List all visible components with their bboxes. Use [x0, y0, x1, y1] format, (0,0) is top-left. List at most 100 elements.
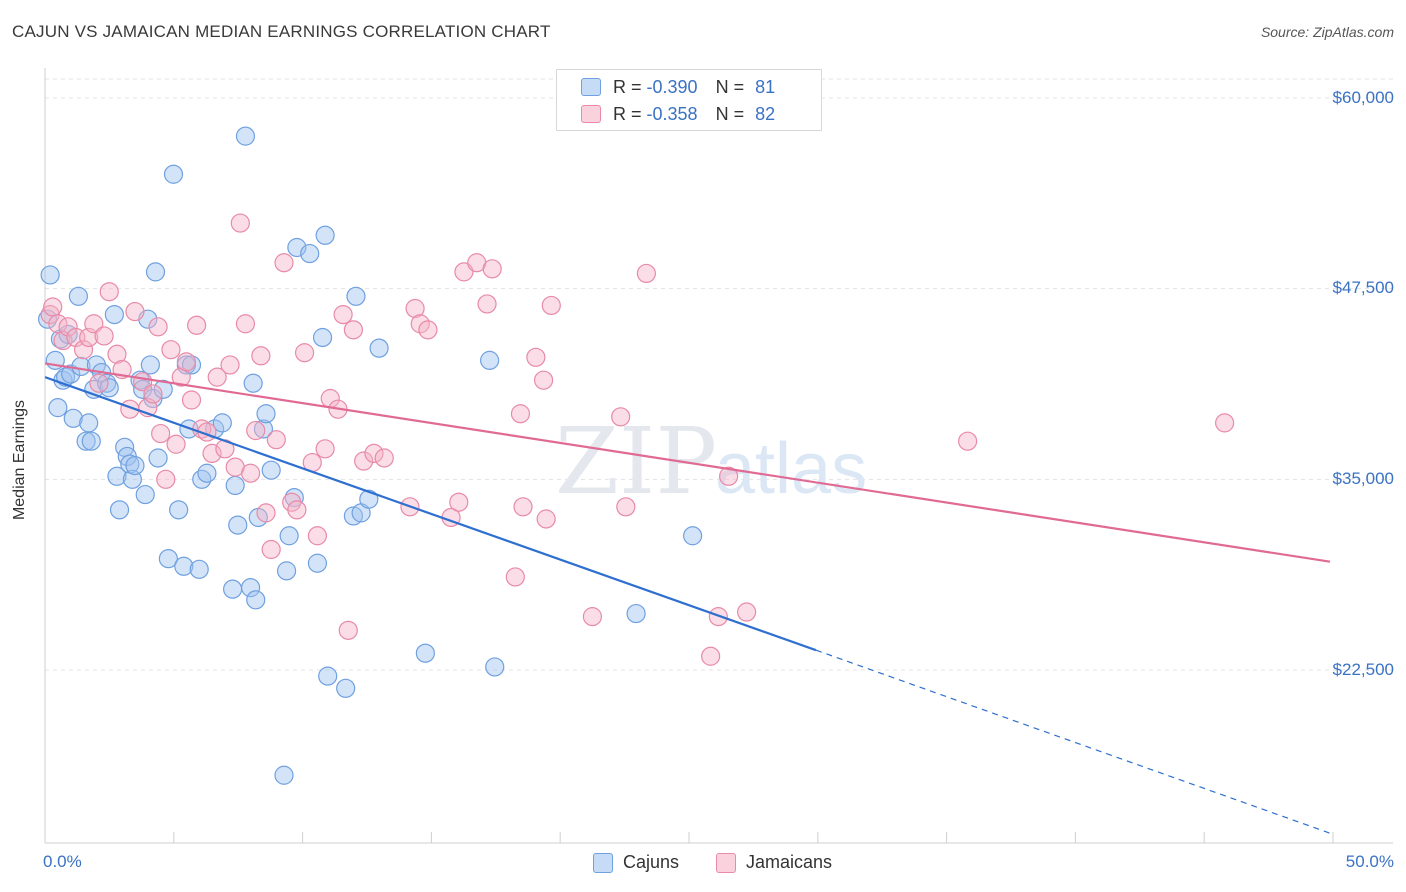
- legend-swatch-jamaicans: [581, 105, 601, 123]
- cajun-point: [235, 126, 256, 146]
- jamaican-point: [246, 420, 266, 441]
- legend-n-value: 82: [755, 103, 776, 124]
- jamaican-point: [418, 320, 438, 340]
- jamaican-point: [166, 434, 186, 454]
- cajun-point: [109, 500, 130, 520]
- cajun-point: [256, 404, 276, 424]
- jamaican-point: [533, 370, 554, 390]
- jamaican-point: [274, 253, 294, 273]
- legend-r-label: R =: [613, 76, 647, 97]
- jamaican-point: [338, 620, 358, 640]
- cajun-point: [223, 579, 243, 599]
- x-tick-label-min: 0.0%: [43, 852, 82, 871]
- cajun-point: [485, 657, 505, 677]
- cajun-point: [315, 225, 335, 245]
- jamaican-point: [526, 347, 546, 367]
- jamaican-point: [374, 448, 394, 468]
- jamaican-point: [220, 355, 240, 375]
- series-legend-cajuns[interactable]: Cajuns: [593, 852, 679, 873]
- jamaican-point: [737, 602, 757, 622]
- jamaican-point: [958, 431, 978, 451]
- jamaican-point: [266, 430, 286, 450]
- jamaican-point: [207, 367, 227, 387]
- legend-r-value: -0.390: [646, 76, 698, 97]
- cajun-point: [104, 304, 124, 325]
- jamaican-point: [125, 301, 145, 322]
- cajun-point: [276, 561, 297, 581]
- cajun-point: [55, 367, 76, 387]
- jamaican-point: [307, 526, 328, 546]
- jamaican-point: [343, 320, 363, 340]
- jamaican-point: [1215, 413, 1235, 433]
- legend-n-value: 81: [755, 76, 776, 97]
- y-tick-label: $60,000: [1332, 88, 1394, 107]
- cajun-trend-line-extension: [815, 649, 1331, 834]
- series-label-jamaicans: Jamaicans: [746, 852, 833, 872]
- jamaican-point: [333, 304, 353, 325]
- cajun-point: [683, 526, 703, 546]
- jamaican-point: [107, 344, 127, 364]
- cajun-point: [415, 643, 435, 663]
- jamaican-point: [536, 509, 556, 529]
- jamaican-point: [261, 539, 281, 560]
- jamaican-point: [582, 607, 603, 627]
- jamaican-point: [202, 443, 222, 464]
- series-label-cajuns: Cajuns: [623, 852, 680, 872]
- cajun-point: [79, 413, 99, 433]
- jamaican-point: [89, 373, 109, 393]
- jamaican-point: [187, 315, 207, 335]
- cajun-point: [181, 355, 202, 375]
- chart-title: CAJUN VS JAMAICAN MEDIAN EARNINGS CORREL…: [12, 22, 551, 41]
- y-tick-label: $35,000: [1332, 469, 1394, 488]
- y-axis-label: Median Earnings: [11, 399, 28, 521]
- jamaican-point: [482, 259, 502, 279]
- cajun-point: [274, 765, 294, 785]
- watermark-zip: ZIP: [555, 408, 717, 515]
- cajun-point: [81, 431, 101, 451]
- jamaican-point: [510, 404, 531, 424]
- jamaican-point: [251, 346, 271, 366]
- cajun-point: [174, 556, 194, 576]
- cajun-point: [99, 378, 119, 398]
- jamaican-point: [364, 443, 384, 464]
- cajun-point: [343, 506, 363, 526]
- cajun-point: [145, 262, 166, 282]
- jamaican-point: [477, 294, 497, 314]
- jamaican-trend-line: [44, 362, 1331, 563]
- jamaican-point: [84, 314, 104, 334]
- cajun-point: [318, 666, 338, 686]
- cajun-point: [169, 500, 189, 520]
- jamaican-point: [513, 497, 533, 517]
- legend-r-label: R =: [613, 103, 647, 124]
- jamaican-point: [230, 213, 250, 233]
- jamaican-point: [235, 314, 256, 334]
- correlation-legend: R = -0.390 N = 81 R = -0.358 N = 82: [556, 69, 822, 131]
- cajun-point: [63, 408, 83, 428]
- jamaican-point: [161, 340, 181, 360]
- jamaican-point: [611, 407, 631, 427]
- y-tick-label: $22,500: [1332, 660, 1394, 679]
- cajun-point: [480, 350, 500, 370]
- legend-row-cajuns: R = -0.390 N = 81: [557, 74, 775, 100]
- cajun-point: [336, 678, 356, 698]
- cajun-point: [140, 355, 160, 375]
- cajun-point: [246, 590, 266, 610]
- cajun-point: [359, 489, 379, 509]
- cajun-point: [135, 484, 155, 505]
- watermark-atlas: atlas: [715, 429, 867, 509]
- cajun-point: [61, 364, 81, 384]
- cajun-point: [300, 243, 320, 264]
- series-swatch-cajuns: [593, 852, 613, 873]
- jamaican-point: [294, 343, 315, 363]
- jamaican-point: [58, 317, 78, 337]
- cajun-point: [163, 164, 184, 184]
- jamaican-point: [99, 282, 119, 302]
- cajun-point: [346, 286, 366, 306]
- legend-r-value: -0.358: [646, 103, 698, 124]
- series-legend-jamaicans[interactable]: Jamaicans: [716, 852, 832, 873]
- cajun-point: [369, 338, 389, 358]
- cajun-point: [253, 419, 274, 439]
- jamaican-point: [156, 469, 176, 489]
- jamaican-point: [241, 463, 261, 483]
- jamaican-point: [449, 492, 469, 512]
